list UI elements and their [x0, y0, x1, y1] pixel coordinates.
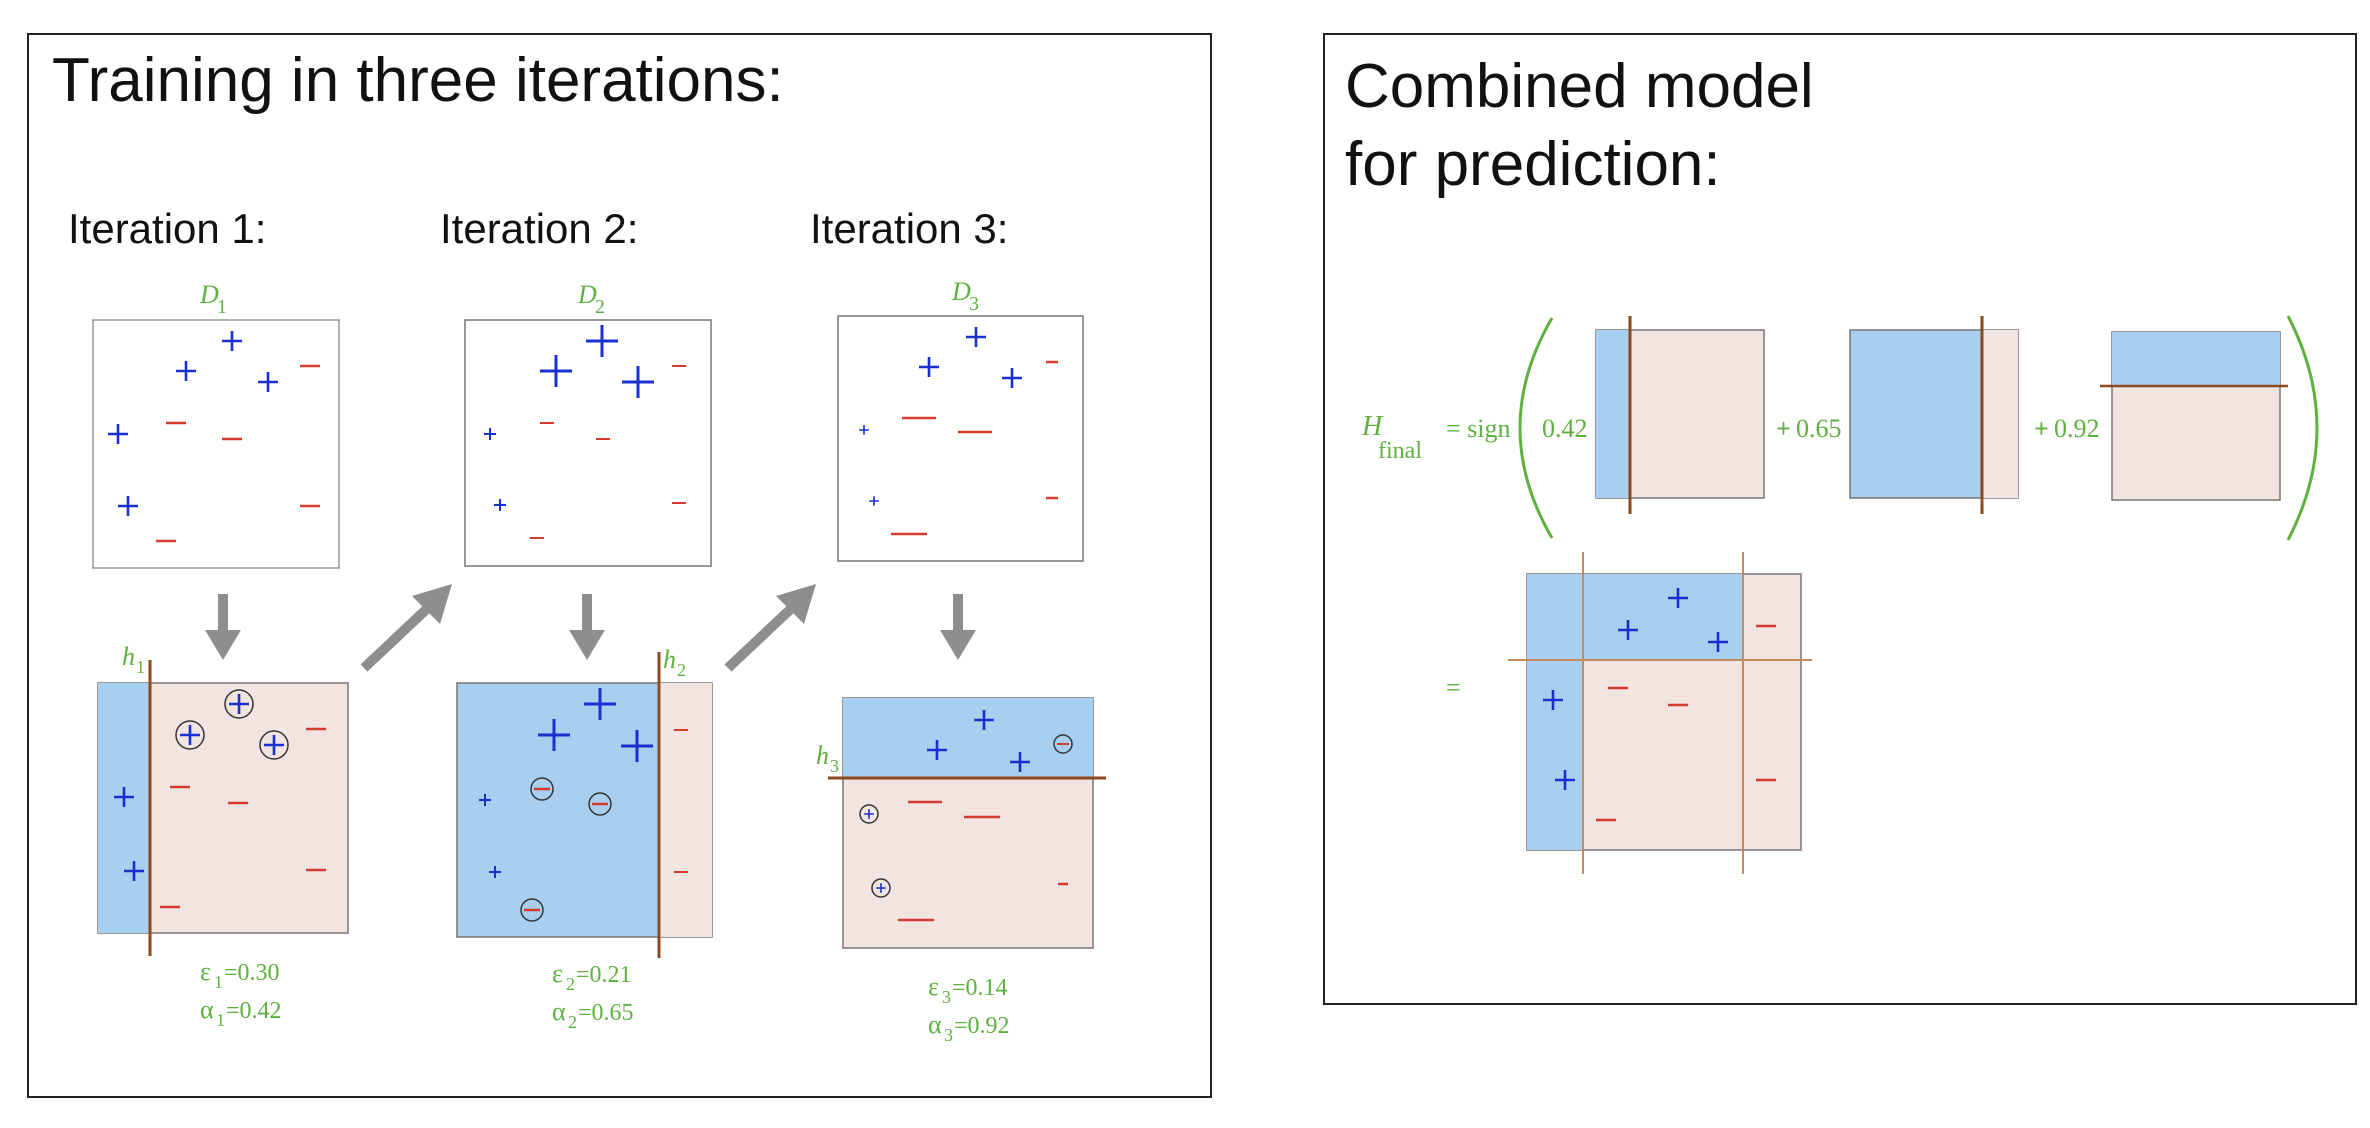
h3-sub: 3 [830, 756, 839, 776]
eps1-sub: 1 [214, 972, 223, 992]
coef-2: 0.65 [1796, 414, 1842, 443]
d3-sub: 3 [969, 293, 979, 315]
final-formula: H final = sign 0.42 + 0.65 + 0.92 [1361, 315, 2319, 541]
h-final-sub: final [1378, 438, 1422, 464]
training-title: Training in three iterations: [52, 46, 784, 115]
coef-3: 0.92 [2054, 414, 2100, 443]
d2-sub: 2 [595, 296, 605, 318]
iteration-2-hypothesis: h 2 ε 2 =0.21 α 2 =0.65 [456, 645, 713, 1032]
iteration-3-hypothesis: h 3 ε 3 =0.14 α 3 =0.92 [816, 697, 1106, 1045]
eps3-sym: ε [928, 972, 939, 1001]
right-paren [2286, 315, 2319, 541]
iteration-1-distribution: D 1 [92, 280, 340, 569]
coef-1: 0.42 [1542, 414, 1588, 443]
arrow-diag-1 [360, 584, 452, 672]
plus-op-2: + [1776, 414, 1791, 443]
h-final-label: H [1361, 411, 1384, 442]
alpha1-val: =0.42 [226, 998, 282, 1024]
iteration-2-distribution: D 2 [464, 280, 712, 567]
alpha2-sub: 2 [568, 1012, 577, 1032]
h3-label: h [816, 741, 829, 770]
eps1-sym: ε [200, 957, 211, 986]
alpha2-sym: α [552, 997, 566, 1026]
misclassified-plus [859, 804, 891, 898]
iteration-1-label: Iteration 1: [68, 205, 267, 252]
h1-label: h [122, 642, 135, 671]
minus-points [898, 800, 1068, 922]
eps3-sub: 3 [942, 987, 951, 1007]
h2-sub: 2 [677, 660, 686, 680]
d3-label: D [951, 277, 971, 306]
minus-points [530, 365, 686, 539]
minus-points [1596, 624, 1776, 822]
iteration-3-label: Iteration 3: [810, 205, 1009, 252]
eps3-val: =0.14 [952, 975, 1008, 1001]
alpha3-val: =0.92 [954, 1013, 1010, 1039]
combined-result: = [1446, 552, 1812, 874]
combined-title-line1: Combined model [1345, 52, 1814, 121]
iteration-2-label: Iteration 2: [440, 205, 639, 252]
combined-title-line2: for prediction: [1345, 130, 1721, 199]
minus-points [160, 727, 326, 909]
eps2-sub: 2 [566, 974, 575, 994]
arrow-diag-2 [724, 584, 816, 672]
misclassified-minus [1053, 734, 1073, 754]
alpha3-sym: α [928, 1010, 942, 1039]
misclassified-plus [175, 689, 289, 760]
misclassified-minus [520, 777, 612, 922]
plus-op-3: + [2034, 414, 2049, 443]
d1-label: D [199, 280, 219, 309]
d2-label: D [577, 280, 597, 309]
minus-points [156, 364, 320, 543]
alpha2-val: =0.65 [578, 1000, 634, 1026]
iteration-1-hypothesis: h 1 ε 1 =0.30 α 1 =0.42 [97, 642, 349, 1030]
minus-points [674, 729, 688, 873]
left-paren [1518, 317, 1554, 539]
alpha1-sub: 1 [216, 1010, 225, 1030]
eps1-val: =0.30 [224, 960, 280, 986]
alpha1-sym: α [200, 995, 214, 1024]
eps2-sym: ε [552, 959, 563, 988]
arrow-down-1 [205, 594, 241, 660]
arrow-down-2 [569, 594, 605, 660]
minus-points [891, 360, 1058, 536]
h1-sub: 1 [136, 657, 145, 677]
d1-sub: 1 [217, 296, 227, 318]
result-eq: = [1446, 673, 1461, 702]
eps2-val: =0.21 [576, 962, 632, 988]
sign-label: = sign [1446, 414, 1511, 443]
h2-label: h [663, 645, 676, 674]
alpha3-sub: 3 [944, 1025, 953, 1045]
combined-model-panel [1323, 33, 2357, 1005]
arrow-down-3 [940, 594, 976, 660]
iteration-3-distribution: D 3 [837, 277, 1084, 562]
